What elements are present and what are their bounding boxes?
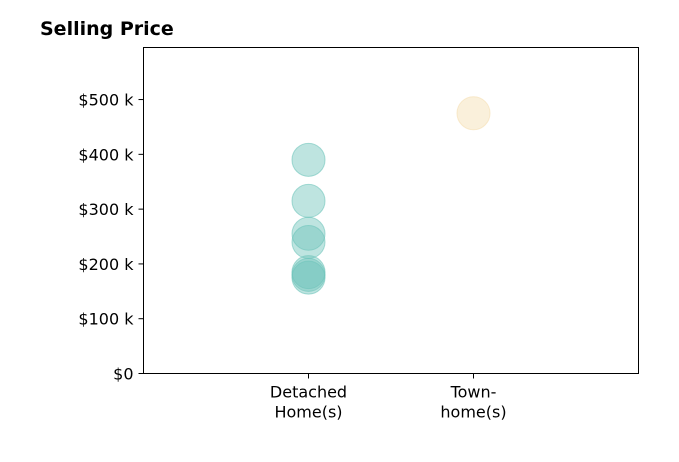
data-point <box>456 96 491 131</box>
x-tick-label: Detached <box>270 383 347 402</box>
y-tick-label: $500 k <box>78 91 134 110</box>
chart-title: Selling Price <box>40 18 174 40</box>
y-tick-label: $100 k <box>78 310 134 329</box>
x-tick-label: home(s) <box>440 403 506 422</box>
y-tick-label: $300 k <box>78 200 134 219</box>
y-tick-label: $400 k <box>78 145 134 164</box>
y-axis: $0 $100 k $200 k $300 k $400 k $500 k <box>78 91 144 384</box>
data-point <box>291 225 326 260</box>
x-tick-label: Town- <box>450 383 497 402</box>
plot-frame <box>143 47 639 374</box>
data-points <box>291 96 491 295</box>
data-point <box>291 260 326 295</box>
data-point <box>291 183 326 218</box>
y-tick-label: $200 k <box>78 255 134 274</box>
y-tick-label: $0 <box>113 365 133 384</box>
data-point <box>291 142 326 177</box>
data-point <box>291 216 326 251</box>
x-tick-label: Home(s) <box>274 403 342 422</box>
